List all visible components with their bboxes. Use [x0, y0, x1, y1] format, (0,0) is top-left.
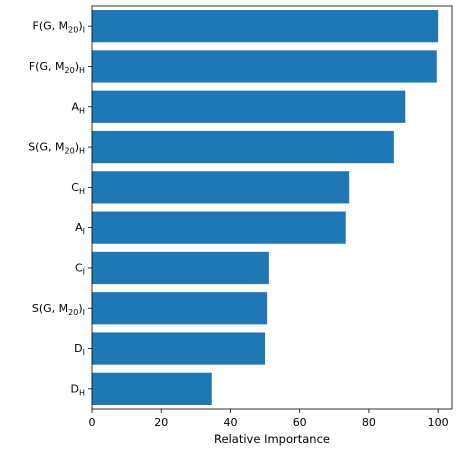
- y-tick-label: S(G, M20)H: [28, 141, 85, 156]
- plot-frame: [91, 5, 453, 410]
- y-tick-label: F(G, M20)H: [29, 60, 85, 75]
- bar-5: [92, 211, 346, 244]
- x-tick-label: 60: [293, 416, 307, 429]
- x-tick-label: 80: [362, 416, 376, 429]
- x-ticks: 0 20 40 60 80 100: [89, 409, 449, 429]
- y-tick-label: AI: [75, 221, 85, 236]
- y-tick-label: CH: [71, 181, 85, 196]
- y-tick-labels: F(G, M20)I F(G, M20)H AH S(G, M20)H CH AI CI S(…: [28, 20, 92, 397]
- bar-6: [92, 251, 269, 285]
- y-tick-label: DH: [71, 382, 86, 397]
- y-tick-label: AH: [71, 100, 85, 115]
- y-tick-label: F(G, M20)I: [33, 20, 85, 35]
- x-tick-label: 100: [428, 416, 449, 429]
- bar-9: [92, 372, 212, 405]
- x-tick-label: 20: [154, 416, 168, 429]
- bar-0: [92, 10, 439, 43]
- x-tick-label: 0: [89, 416, 96, 429]
- y-tick-label: S(G, M20)I: [32, 302, 85, 317]
- bar-3: [92, 130, 394, 164]
- bars-group: [92, 10, 439, 405]
- x-tick-label: 40: [223, 416, 237, 429]
- x-axis-label: Relative Importance: [214, 432, 330, 446]
- bar-8: [92, 332, 266, 365]
- bar-2: [92, 90, 406, 123]
- bar-1: [92, 50, 437, 83]
- bar-7: [92, 292, 268, 325]
- y-tick-label: DI: [74, 342, 85, 357]
- bar-4: [92, 171, 350, 204]
- y-tick-label: CI: [75, 261, 85, 276]
